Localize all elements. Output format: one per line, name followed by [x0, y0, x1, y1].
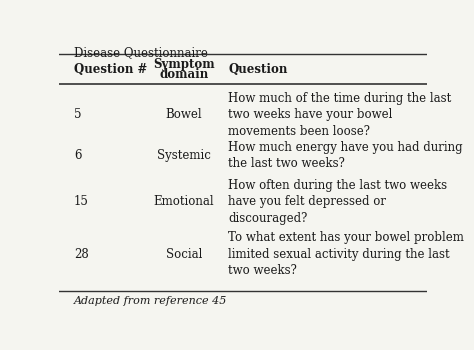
Text: Question #: Question #: [74, 63, 147, 76]
Text: Emotional: Emotional: [154, 195, 214, 208]
Text: How often during the last two weeks
have you felt depressed or
discouraged?: How often during the last two weeks have…: [228, 178, 447, 225]
Text: 6: 6: [74, 149, 82, 162]
Text: To what extent has your bowel problem
limited sexual activity during the last
tw: To what extent has your bowel problem li…: [228, 231, 464, 277]
Text: Social: Social: [166, 248, 202, 261]
Text: domain: domain: [160, 68, 209, 81]
Text: Question: Question: [228, 63, 288, 76]
Text: 5: 5: [74, 108, 82, 121]
Text: Adapted from reference 45: Adapted from reference 45: [74, 296, 228, 306]
Text: How much of the time during the last
two weeks have your bowel
movements been lo: How much of the time during the last two…: [228, 92, 451, 138]
Text: 28: 28: [74, 248, 89, 261]
Text: Systemic: Systemic: [157, 149, 211, 162]
Text: 15: 15: [74, 195, 89, 208]
Text: Bowel: Bowel: [166, 108, 202, 121]
Text: Symptom: Symptom: [153, 58, 215, 71]
Text: Disease Questionnaire: Disease Questionnaire: [74, 46, 208, 59]
Text: How much energy have you had during
the last two weeks?: How much energy have you had during the …: [228, 141, 463, 170]
